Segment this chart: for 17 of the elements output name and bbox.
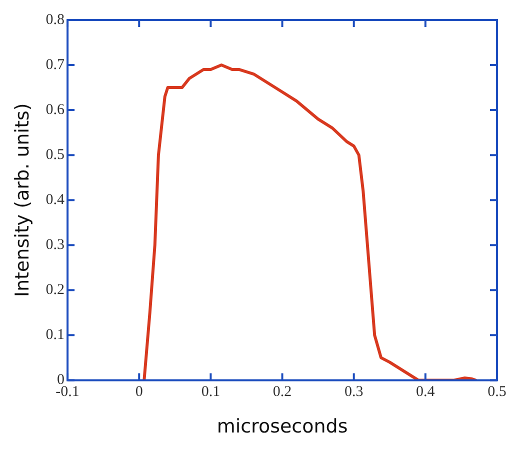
- x-tick-label: 0.3: [344, 384, 364, 400]
- x-tick-label: 0.5: [488, 384, 506, 400]
- x-tick-label: 0.2: [272, 384, 292, 400]
- x-tick-label: 0.1: [201, 384, 220, 400]
- y-tick-label: 0.7: [46, 56, 66, 73]
- y-tick-label: 0.3: [46, 237, 65, 254]
- y-tick-label: 0.8: [46, 12, 65, 28]
- y-tick-label: 0.4: [46, 192, 66, 208]
- y-axis-title: Intensity (arb. units): [11, 103, 34, 298]
- x-tick-label: -0.1: [56, 384, 80, 400]
- y-tick-label: 0.2: [46, 282, 65, 298]
- x-tick-label: 0.4: [416, 384, 436, 400]
- x-tick-label: 0: [135, 384, 143, 400]
- y-tick-label: 0.1: [46, 327, 65, 344]
- y-tick-label: 0.5: [46, 147, 65, 164]
- y-tick-label: 0.6: [46, 102, 66, 118]
- x-axis-title: microseconds: [216, 416, 348, 438]
